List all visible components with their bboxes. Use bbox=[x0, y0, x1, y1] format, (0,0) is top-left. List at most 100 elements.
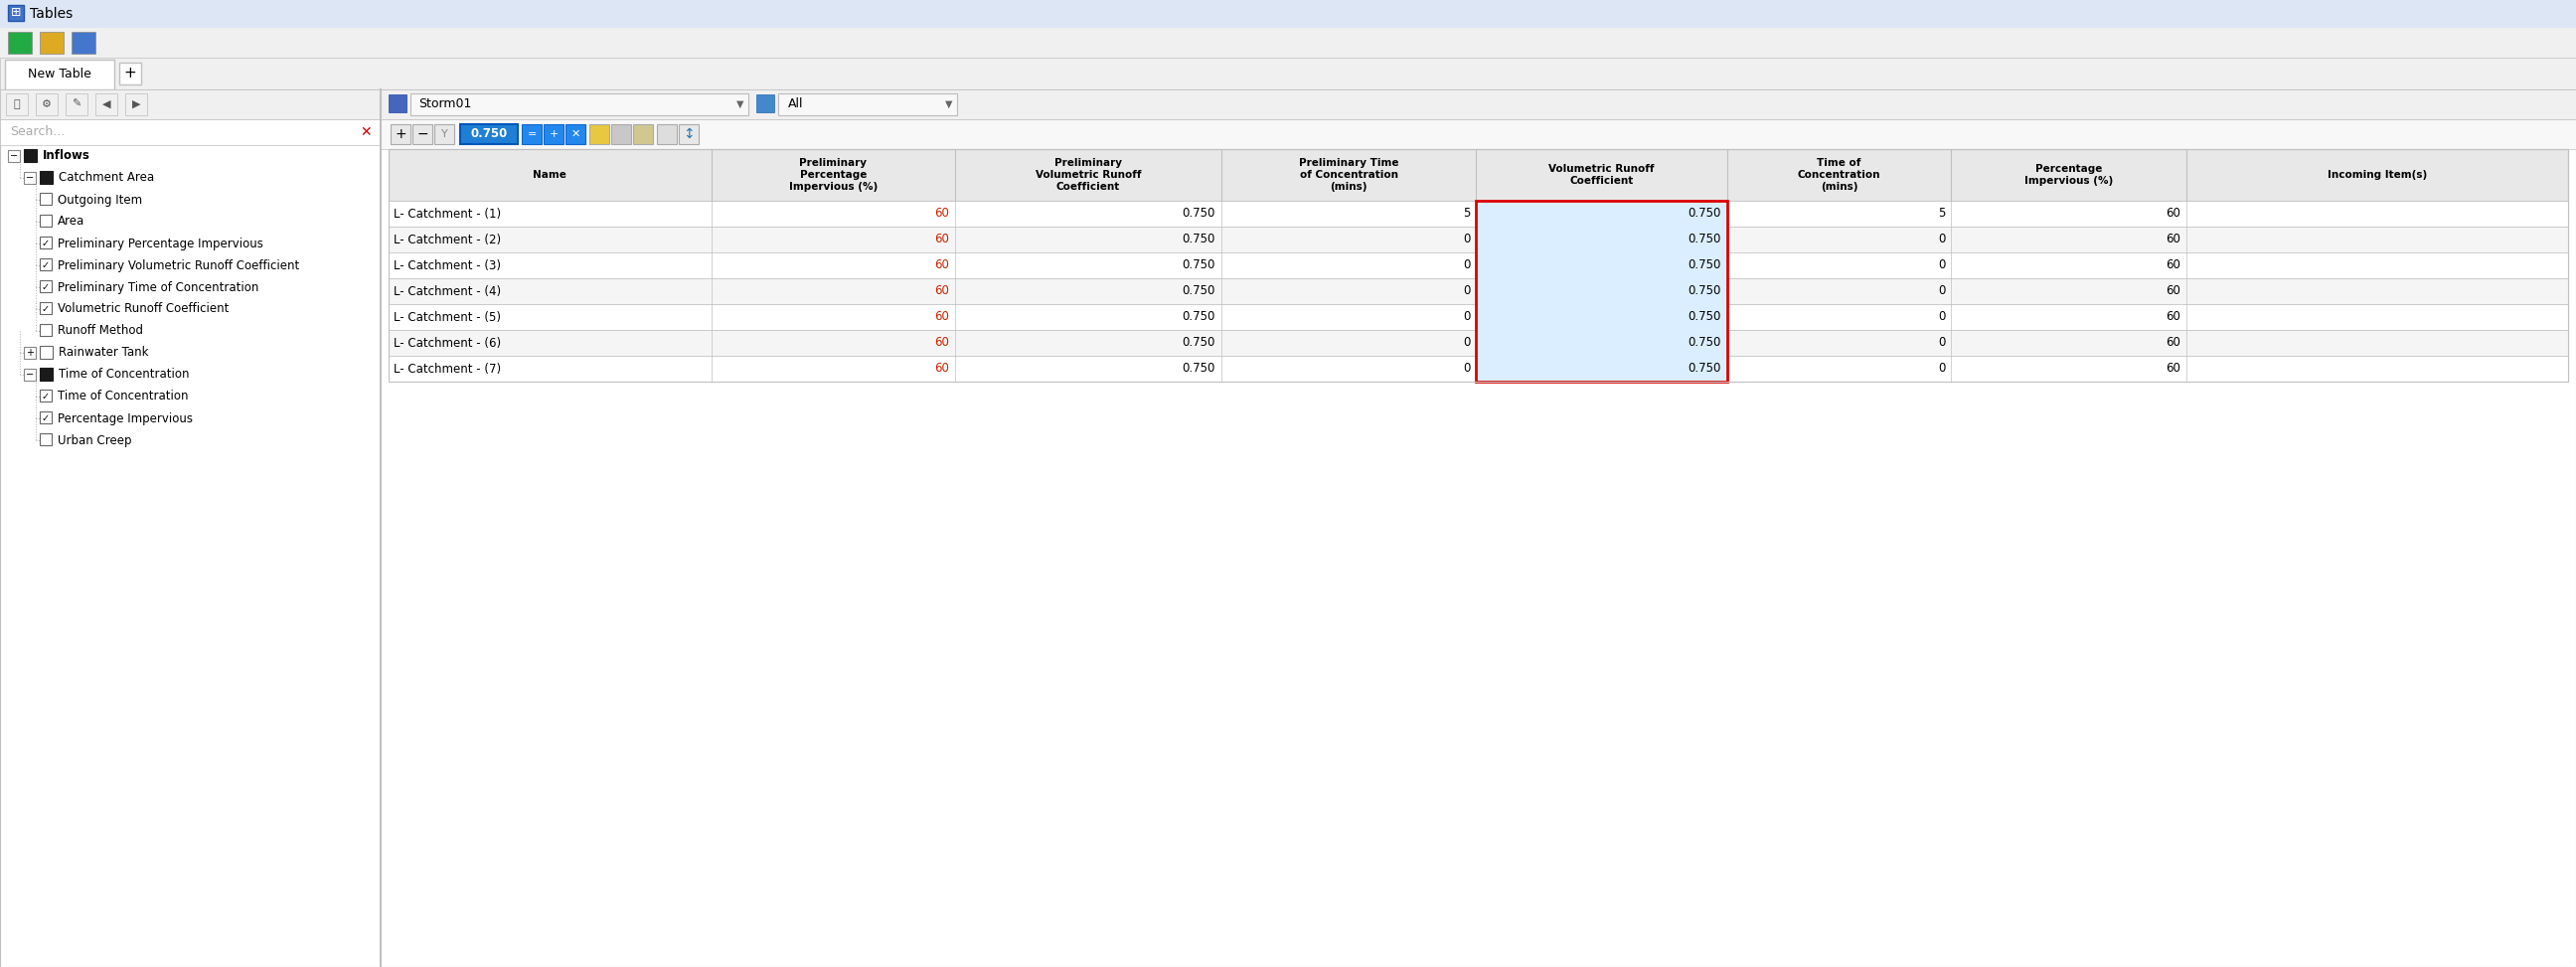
Bar bbox=[8, 150, 21, 162]
Text: ▶: ▶ bbox=[131, 100, 139, 109]
Text: 0: 0 bbox=[1937, 310, 1945, 324]
Text: Preliminary
Percentage
Impervious (%): Preliminary Percentage Impervious (%) bbox=[788, 159, 878, 191]
Text: 60: 60 bbox=[935, 337, 951, 349]
Bar bbox=[778, 94, 958, 115]
Bar bbox=[23, 172, 36, 184]
Text: 60: 60 bbox=[2166, 337, 2182, 349]
Bar bbox=[1476, 356, 1726, 382]
Text: 5: 5 bbox=[1463, 207, 1471, 220]
Bar bbox=[39, 237, 52, 249]
Text: 0: 0 bbox=[1937, 363, 1945, 375]
Text: −: − bbox=[26, 369, 33, 380]
Bar bbox=[381, 89, 2576, 967]
Bar bbox=[1476, 226, 1726, 252]
Text: ↕: ↕ bbox=[683, 128, 696, 141]
Bar bbox=[381, 89, 2576, 119]
Bar bbox=[0, 89, 381, 119]
Text: 0: 0 bbox=[1463, 310, 1471, 324]
Bar bbox=[0, 58, 2576, 89]
Text: Preliminary Volumetric Runoff Coefficient: Preliminary Volumetric Runoff Coefficien… bbox=[57, 259, 299, 272]
Text: 0: 0 bbox=[1463, 337, 1471, 349]
Text: Search...: Search... bbox=[10, 126, 64, 138]
Bar bbox=[39, 215, 52, 226]
Text: Percentage
Impervious (%): Percentage Impervious (%) bbox=[2025, 164, 2112, 186]
Bar bbox=[5, 60, 113, 89]
Text: 0.750: 0.750 bbox=[1182, 233, 1216, 246]
Text: ▼: ▼ bbox=[737, 100, 744, 109]
Text: 0.750: 0.750 bbox=[1182, 259, 1216, 272]
Text: 60: 60 bbox=[935, 284, 951, 298]
Text: Tables: Tables bbox=[31, 7, 72, 21]
Bar bbox=[1476, 330, 1726, 356]
Bar bbox=[39, 280, 52, 292]
Text: −: − bbox=[10, 151, 18, 161]
Text: Area: Area bbox=[57, 216, 85, 228]
Text: ✓: ✓ bbox=[41, 304, 49, 314]
Text: +: + bbox=[124, 66, 137, 81]
Bar bbox=[389, 356, 2568, 382]
Bar bbox=[412, 124, 433, 144]
Text: New Table: New Table bbox=[28, 67, 90, 80]
Bar bbox=[95, 94, 118, 115]
Text: Storm01: Storm01 bbox=[417, 98, 471, 111]
Text: Preliminary Time
of Concentration
(mins): Preliminary Time of Concentration (mins) bbox=[1298, 159, 1399, 191]
Text: 60: 60 bbox=[2166, 259, 2182, 272]
Text: 0.750: 0.750 bbox=[471, 128, 507, 140]
Text: 60: 60 bbox=[2166, 207, 2182, 220]
Text: Preliminary
Volumetric Runoff
Coefficient: Preliminary Volumetric Runoff Coefficien… bbox=[1036, 159, 1141, 191]
Text: Outgoing Item: Outgoing Item bbox=[57, 193, 142, 206]
Bar bbox=[410, 94, 750, 115]
Bar bbox=[118, 63, 142, 84]
Bar bbox=[381, 119, 2576, 149]
Text: 0: 0 bbox=[1937, 233, 1945, 246]
Text: 0: 0 bbox=[1937, 259, 1945, 272]
Bar bbox=[389, 149, 2568, 201]
Bar bbox=[523, 124, 541, 144]
Bar bbox=[23, 368, 36, 381]
Text: L- Catchment - (3): L- Catchment - (3) bbox=[394, 259, 500, 272]
Bar bbox=[64, 94, 88, 115]
Bar bbox=[39, 32, 64, 53]
Text: 60: 60 bbox=[935, 207, 951, 220]
Text: 60: 60 bbox=[2166, 233, 2182, 246]
Bar bbox=[590, 124, 608, 144]
Bar bbox=[39, 324, 52, 336]
Bar bbox=[5, 94, 28, 115]
Bar bbox=[657, 124, 677, 144]
Bar bbox=[611, 124, 631, 144]
Text: 0: 0 bbox=[1463, 233, 1471, 246]
Text: ◀: ◀ bbox=[103, 100, 111, 109]
Text: Inflows: Inflows bbox=[44, 150, 90, 162]
Bar bbox=[1476, 252, 1726, 278]
Bar bbox=[392, 124, 410, 144]
Text: Preliminary Percentage Impervious: Preliminary Percentage Impervious bbox=[57, 237, 263, 249]
Text: Incoming Item(s): Incoming Item(s) bbox=[2329, 170, 2427, 180]
Bar bbox=[39, 433, 52, 445]
Text: L- Catchment - (4): L- Catchment - (4) bbox=[394, 284, 500, 298]
Text: +: + bbox=[394, 128, 407, 141]
Bar bbox=[389, 252, 2568, 278]
Text: ⚙: ⚙ bbox=[41, 100, 52, 109]
Text: ✕: ✕ bbox=[572, 130, 580, 139]
Text: 5: 5 bbox=[1937, 207, 1945, 220]
Text: 60: 60 bbox=[935, 233, 951, 246]
Text: Time of
Concentration
(mins): Time of Concentration (mins) bbox=[1798, 159, 1880, 191]
Bar bbox=[1476, 201, 1726, 226]
Text: Volumetric Runoff Coefficient: Volumetric Runoff Coefficient bbox=[57, 303, 229, 315]
Bar bbox=[567, 124, 585, 144]
Text: ▼: ▼ bbox=[945, 100, 953, 109]
Text: L- Catchment - (5): L- Catchment - (5) bbox=[394, 310, 500, 324]
Bar bbox=[389, 304, 2568, 330]
Bar bbox=[39, 302, 52, 314]
Text: 60: 60 bbox=[2166, 284, 2182, 298]
Text: 0.750: 0.750 bbox=[1182, 284, 1216, 298]
Text: 60: 60 bbox=[935, 259, 951, 272]
Text: +: + bbox=[26, 348, 33, 358]
Text: 0.750: 0.750 bbox=[1687, 259, 1721, 272]
Bar bbox=[39, 192, 52, 205]
Text: Volumetric Runoff
Coefficient: Volumetric Runoff Coefficient bbox=[1548, 164, 1654, 186]
Text: 0.750: 0.750 bbox=[1687, 233, 1721, 246]
Text: Urban Creep: Urban Creep bbox=[57, 434, 131, 447]
Bar bbox=[8, 32, 31, 53]
Text: Runoff Method: Runoff Method bbox=[57, 325, 144, 337]
